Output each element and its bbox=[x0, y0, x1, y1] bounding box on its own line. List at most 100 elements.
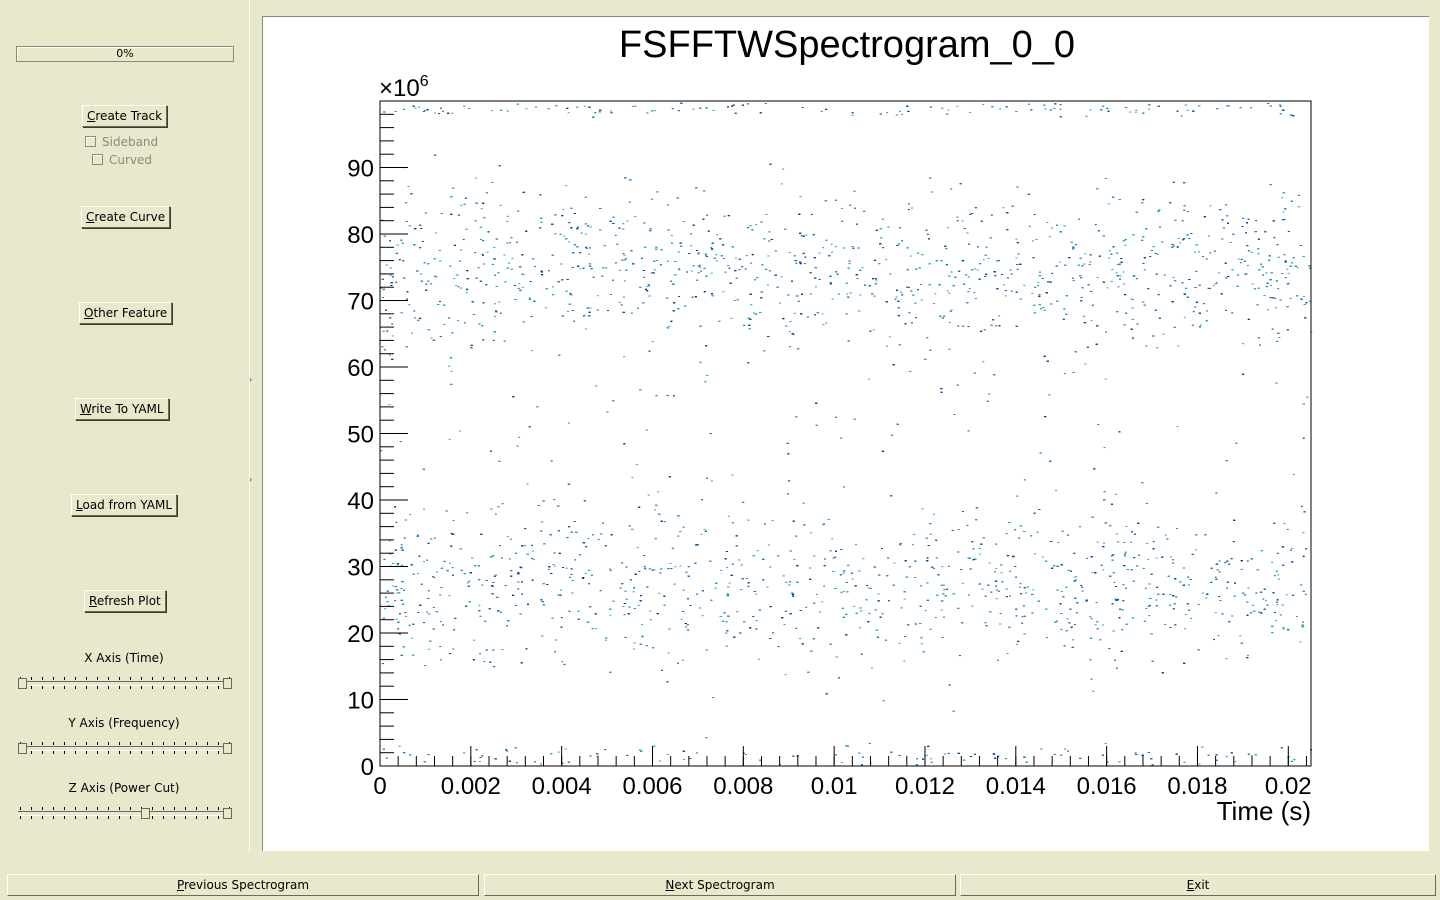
spectrogram-point bbox=[547, 108, 550, 110]
spectrogram-point bbox=[818, 252, 821, 254]
spectrogram-point bbox=[1026, 586, 1029, 588]
spectrogram-point bbox=[554, 233, 557, 235]
spectrogram-point bbox=[725, 632, 728, 634]
spectrogram-point bbox=[1019, 583, 1022, 585]
load-from-yaml-button[interactable]: Load from YAML bbox=[71, 494, 177, 516]
slider-max-handle[interactable] bbox=[223, 678, 232, 689]
spectrogram-point bbox=[649, 619, 652, 621]
slider-min-handle[interactable] bbox=[18, 678, 27, 689]
spectrogram-point bbox=[900, 291, 903, 293]
spectrogram-point bbox=[784, 674, 787, 676]
spectrogram-point bbox=[956, 384, 959, 386]
z-axis-range-slider[interactable] bbox=[18, 807, 232, 819]
spectrogram-point bbox=[517, 588, 520, 590]
spectrogram-point bbox=[868, 378, 871, 380]
slider-min-handle[interactable] bbox=[18, 743, 27, 754]
spectrogram-point bbox=[845, 313, 848, 315]
spectrogram-point bbox=[1111, 269, 1114, 271]
spectrogram-point bbox=[1080, 584, 1083, 586]
spectrogram-point bbox=[1284, 277, 1287, 279]
slider-max-handle[interactable] bbox=[223, 808, 232, 819]
spectrogram-point bbox=[831, 251, 834, 253]
spectrogram-point bbox=[731, 474, 734, 476]
spectrogram-point bbox=[995, 567, 998, 569]
spectrogram-point bbox=[802, 253, 804, 255]
curved-checkbox[interactable]: Curved bbox=[92, 153, 152, 167]
spectrogram-point bbox=[521, 286, 524, 288]
spectrogram-point bbox=[1198, 251, 1200, 253]
spectrogram-point bbox=[946, 227, 949, 229]
spectrogram-point bbox=[810, 532, 813, 534]
spectrogram-point bbox=[698, 252, 700, 254]
spectrogram-point bbox=[1202, 256, 1205, 258]
spectrogram-point bbox=[1215, 492, 1218, 494]
spectrogram-point bbox=[535, 106, 537, 108]
spectrogram-point bbox=[943, 589, 946, 591]
spectrogram-point bbox=[1192, 311, 1195, 313]
spectrogram-point bbox=[961, 582, 964, 584]
spectrogram-point bbox=[562, 208, 565, 210]
spectrogram-chart[interactable]: FSFFTWSpectrogram_0_0 0 0.002 0.004 0.006 0.… bbox=[263, 17, 1429, 851]
y-axis-range-slider[interactable] bbox=[18, 742, 232, 754]
spectrogram-point bbox=[1043, 309, 1046, 311]
spectrogram-point bbox=[895, 296, 898, 298]
x-axis-range-slider[interactable] bbox=[18, 677, 232, 689]
spectrogram-point bbox=[1214, 612, 1217, 614]
spectrogram-point bbox=[626, 754, 629, 756]
panel-splitter[interactable] bbox=[249, 0, 254, 852]
spectrogram-point bbox=[990, 214, 993, 216]
other-feature-button[interactable]: Other Feature bbox=[79, 302, 173, 324]
spectrogram-point bbox=[1088, 264, 1091, 266]
spectrogram-point bbox=[840, 591, 843, 593]
spectrogram-point bbox=[1091, 572, 1094, 574]
spectrogram-point bbox=[1291, 547, 1293, 549]
sideband-checkbox[interactable]: Sideband bbox=[85, 135, 158, 149]
spectrogram-point bbox=[557, 751, 560, 753]
spectrogram-point bbox=[658, 592, 661, 594]
spectrogram-point bbox=[483, 217, 486, 219]
spectrogram-point bbox=[490, 110, 493, 112]
spectrogram-point bbox=[561, 661, 564, 663]
spectrogram-point bbox=[690, 245, 693, 247]
plot-canvas[interactable]: FSFFTWSpectrogram_0_0 0 0.002 0.004 0.006 0.… bbox=[262, 16, 1429, 851]
spectrogram-point bbox=[1015, 643, 1018, 645]
spectrogram-point bbox=[957, 529, 960, 530]
spectrogram-point bbox=[910, 290, 913, 292]
spectrogram-point bbox=[793, 559, 796, 560]
spectrogram-point bbox=[636, 547, 639, 549]
spectrogram-point bbox=[631, 105, 634, 107]
spectrogram-point bbox=[533, 559, 535, 561]
spectrogram-point bbox=[909, 370, 912, 372]
spectrogram-point bbox=[1194, 287, 1197, 289]
spectrogram-point bbox=[518, 283, 521, 285]
create-track-button[interactable]: Create Track bbox=[82, 105, 168, 127]
spectrogram-point bbox=[533, 266, 536, 268]
spectrogram-point bbox=[1072, 639, 1075, 641]
spectrogram-point bbox=[996, 589, 998, 591]
spectrogram-point bbox=[941, 107, 944, 109]
spectrogram-point bbox=[803, 263, 806, 265]
spectrogram-point bbox=[866, 585, 868, 587]
create-curve-button[interactable]: Create Curve bbox=[81, 206, 171, 228]
spectrogram-point bbox=[766, 284, 769, 286]
spectrogram-point bbox=[541, 521, 544, 523]
slider-min-handle[interactable] bbox=[141, 808, 150, 819]
spectrogram-point bbox=[1004, 290, 1007, 292]
spectrogram-point bbox=[1144, 587, 1147, 589]
spectrogram-point bbox=[563, 235, 566, 237]
slider-max-handle[interactable] bbox=[223, 743, 232, 754]
refresh-plot-button[interactable]: Refresh Plot bbox=[84, 590, 166, 612]
spectrogram-point bbox=[397, 563, 399, 564]
spectrogram-point bbox=[565, 567, 568, 569]
spectrogram-point bbox=[982, 361, 985, 363]
spectrogram-point bbox=[757, 658, 760, 660]
spectrogram-point bbox=[948, 322, 951, 323]
write-to-yaml-button[interactable]: Write To YAML bbox=[75, 398, 169, 420]
spectrogram-point bbox=[853, 605, 856, 607]
spectrogram-point bbox=[432, 576, 434, 578]
spectrogram-point bbox=[821, 313, 824, 315]
spectrogram-point bbox=[1142, 567, 1145, 569]
spectrogram-point bbox=[591, 628, 594, 630]
spectrogram-point bbox=[1045, 637, 1048, 639]
spectrogram-point bbox=[392, 585, 395, 587]
